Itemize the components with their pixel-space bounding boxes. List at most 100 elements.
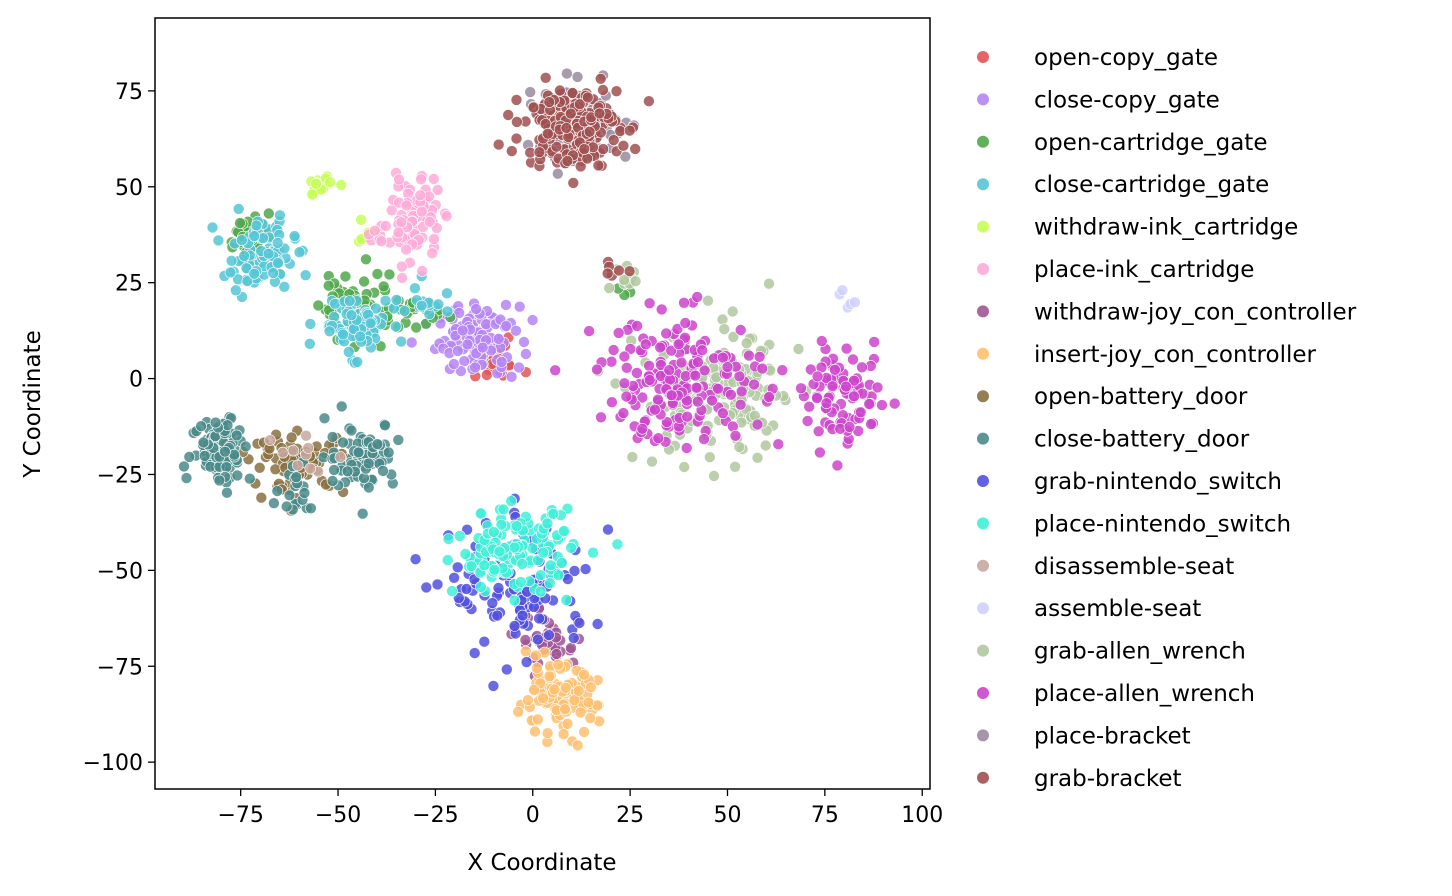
data-point: [698, 433, 710, 445]
data-point: [511, 116, 523, 128]
data-point: [271, 237, 284, 249]
data-point: [212, 234, 225, 247]
data-point: [652, 432, 665, 445]
data-point: [587, 546, 599, 559]
data-point: [492, 582, 505, 594]
data-point: [544, 559, 557, 572]
data-point: [665, 389, 678, 402]
x-tick-label: −75: [217, 803, 263, 828]
data-point: [772, 438, 785, 451]
data-point: [291, 459, 304, 472]
data-point: [278, 280, 291, 293]
series-place-ink_cartridge: [362, 167, 453, 284]
data-point: [409, 553, 422, 566]
data-point: [829, 363, 841, 376]
data-point: [448, 571, 460, 584]
x-tick-label: −25: [412, 803, 458, 828]
data-point: [552, 658, 565, 671]
data-point: [375, 235, 388, 247]
data-point: [456, 324, 469, 337]
data-point: [698, 364, 711, 377]
data-point: [743, 349, 755, 362]
legend-marker: [977, 178, 989, 191]
data-point: [516, 558, 529, 570]
data-point: [448, 358, 460, 370]
data-point: [620, 390, 633, 403]
data-point: [578, 143, 591, 155]
data-point: [561, 717, 574, 730]
data-point: [343, 295, 356, 307]
data-point: [888, 397, 901, 410]
data-point: [416, 265, 429, 277]
data-point: [607, 134, 620, 146]
data-point: [543, 629, 555, 641]
data-point: [451, 345, 464, 357]
data-point: [475, 581, 487, 593]
data-point: [595, 411, 607, 424]
data-point: [431, 578, 444, 591]
data-point: [405, 336, 418, 349]
data-point: [618, 350, 631, 363]
data-point: [458, 355, 471, 368]
data-point: [574, 706, 587, 719]
data-point: [362, 481, 375, 494]
data-point: [578, 726, 590, 738]
data-point: [756, 362, 769, 375]
data-point: [533, 146, 546, 158]
data-point: [623, 124, 636, 137]
data-point: [623, 265, 636, 278]
data-point: [459, 548, 472, 560]
data-point: [377, 280, 390, 293]
data-point: [792, 343, 805, 355]
data-point: [276, 446, 289, 459]
data-point: [564, 107, 577, 120]
data-point: [565, 541, 577, 554]
data-point: [326, 431, 339, 443]
data-point: [500, 320, 513, 332]
data-point: [400, 243, 413, 256]
data-point: [605, 355, 618, 368]
data-point: [718, 323, 731, 336]
data-point: [238, 250, 250, 262]
data-point: [356, 507, 369, 520]
data-point: [180, 472, 193, 484]
data-point: [607, 344, 620, 356]
data-point: [441, 305, 454, 318]
data-point: [727, 331, 740, 343]
x-tick-label: 50: [713, 803, 741, 828]
data-point: [612, 327, 625, 339]
data-point: [468, 647, 481, 659]
data-point: [654, 341, 667, 354]
data-point: [335, 179, 348, 191]
series-close-battery_door: [178, 400, 405, 520]
data-point: [561, 67, 573, 80]
data-point: [591, 363, 603, 376]
data-point: [680, 442, 693, 454]
data-point: [652, 393, 664, 406]
series-place-allen_wrench: [549, 291, 901, 472]
data-point: [230, 429, 243, 442]
points-layer: [178, 67, 901, 752]
data-point: [360, 253, 372, 266]
data-point: [534, 585, 547, 598]
data-point: [848, 374, 860, 387]
data-point: [582, 696, 595, 709]
y-tick-label: 75: [115, 80, 143, 105]
data-point: [876, 399, 888, 411]
y-axis: 75 50 25 0 −25 −50 −75 −100: [83, 80, 155, 776]
data-point: [854, 406, 867, 419]
x-axis: −75 −50 −25 0 25 50 75 100: [217, 789, 943, 828]
data-point: [547, 507, 560, 520]
data-point: [262, 207, 275, 220]
data-point: [840, 342, 853, 355]
y-axis-title: Y Coordinate: [20, 330, 46, 478]
data-point: [560, 122, 573, 134]
data-point: [486, 597, 499, 609]
data-point: [550, 140, 563, 153]
data-point: [681, 410, 694, 423]
data-point: [280, 500, 293, 513]
legend-label: grab-nintendo_switch: [1034, 469, 1282, 495]
data-point: [513, 300, 526, 313]
data-point: [415, 299, 428, 312]
data-point: [285, 431, 298, 444]
